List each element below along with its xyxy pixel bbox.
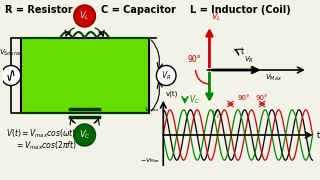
Text: $V_{Max}$: $V_{Max}$ (266, 73, 282, 83)
Text: $-V_{Max}$: $-V_{Max}$ (140, 156, 160, 165)
Text: $= V_{max}cos(2\pi ft)$: $= V_{max}cos(2\pi ft)$ (15, 140, 76, 152)
Text: R = Resistor: R = Resistor (5, 5, 73, 15)
Text: 90°: 90° (237, 95, 250, 101)
Text: $V_L$: $V_L$ (212, 10, 222, 23)
Circle shape (1, 66, 21, 86)
Circle shape (74, 5, 95, 27)
Text: L = Inductor (Coil): L = Inductor (Coil) (190, 5, 291, 15)
Text: $V(t) = V_{max}cos(\omega t)$: $V(t) = V_{max}cos(\omega t)$ (6, 128, 76, 141)
Text: t: t (316, 130, 320, 140)
Circle shape (156, 66, 176, 86)
Text: $V_C$: $V_C$ (79, 129, 91, 141)
Text: $V_{max}$: $V_{max}$ (144, 105, 160, 114)
Text: v(t): v(t) (166, 90, 179, 97)
Text: 90°: 90° (188, 55, 202, 64)
Bar (21, 38, 148, 113)
Text: C = Capacitor: C = Capacitor (101, 5, 176, 15)
Text: 90°: 90° (255, 95, 268, 101)
Text: $V_R$: $V_R$ (244, 55, 253, 65)
Text: $V_C$: $V_C$ (212, 108, 223, 120)
Text: $V_L$: $V_L$ (79, 10, 90, 22)
Text: t: t (241, 47, 244, 56)
Text: $V_C$: $V_C$ (189, 94, 200, 106)
Text: $V_{Source}$: $V_{Source}$ (0, 47, 23, 57)
Circle shape (74, 124, 95, 146)
Text: $V_R$: $V_R$ (161, 69, 172, 82)
